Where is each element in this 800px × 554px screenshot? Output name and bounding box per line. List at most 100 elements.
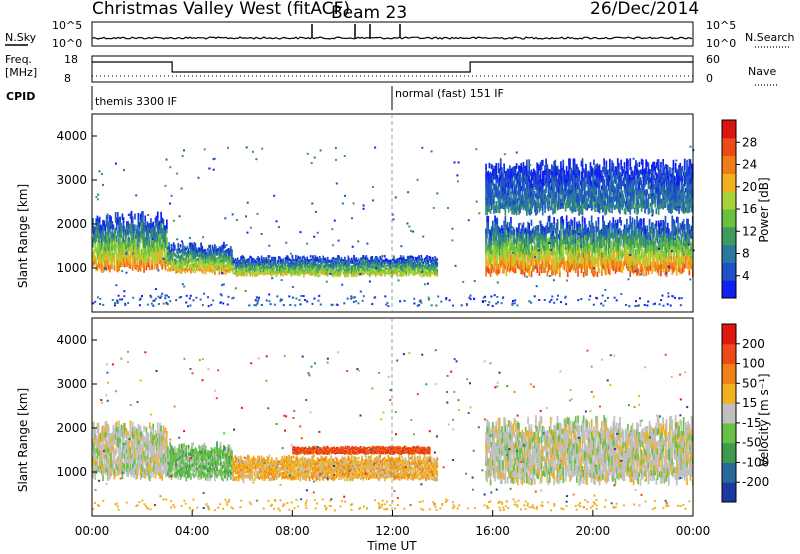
heatmap-cell	[417, 265, 419, 268]
heatmap-cell	[395, 273, 398, 276]
heatmap-cell	[485, 238, 487, 244]
heatmap-cell	[267, 258, 270, 262]
heatmap-cell	[683, 245, 686, 251]
heatmap-cell	[148, 255, 151, 261]
heatmap-cell	[269, 273, 272, 276]
heatmap-cell	[244, 261, 247, 264]
heatmap-cell	[320, 271, 322, 274]
heatmap-cell	[297, 269, 299, 273]
heatmap-cell	[193, 267, 196, 272]
heatmap-cell	[543, 240, 545, 246]
heatmap-cell	[688, 264, 691, 271]
heatmap-cell	[545, 255, 547, 260]
heatmap-cell	[133, 261, 135, 267]
heatmap-cell	[284, 269, 287, 272]
heatmap-cell	[253, 271, 256, 274]
heatmap-cell	[618, 266, 620, 272]
heatmap-cell	[326, 274, 329, 277]
heatmap-cell	[643, 229, 645, 236]
heatmap-cell	[339, 274, 342, 277]
heatmap-cell	[331, 270, 334, 273]
heatmap-cell	[627, 244, 629, 250]
heatmap-cell	[678, 245, 680, 251]
heatmap-cell	[241, 257, 244, 260]
heatmap-cell	[434, 258, 436, 261]
heatmap-cell	[397, 259, 400, 262]
heatmap-cell	[289, 258, 291, 262]
heatmap-cell	[586, 259, 588, 266]
heatmap-cell	[490, 240, 493, 246]
heatmap-cell	[303, 268, 305, 271]
heatmap-cell	[142, 211, 144, 218]
heatmap-cell	[641, 257, 644, 263]
heatmap-cell	[389, 264, 392, 267]
heatmap-cell	[355, 261, 358, 264]
heatmap-cell	[256, 261, 258, 264]
heatmap-cell	[486, 216, 488, 223]
heatmap-cell	[605, 244, 608, 251]
heatmap-cell	[341, 266, 344, 269]
heatmap-cell	[356, 262, 359, 265]
heatmap-cell	[284, 260, 287, 263]
heatmap-cell	[430, 264, 433, 267]
heatmap-cell	[140, 249, 143, 256]
heatmap-cell	[142, 250, 144, 257]
heatmap-cell	[192, 244, 194, 248]
heatmap-cell	[546, 254, 549, 261]
heatmap-cell	[243, 265, 246, 269]
heatmap-cell	[105, 264, 108, 271]
heatmap-cell	[487, 227, 490, 234]
heatmap-cell	[672, 250, 675, 257]
heatmap-cell	[164, 243, 167, 249]
heatmap-cell	[381, 259, 384, 262]
heatmap-cell	[530, 242, 533, 249]
heatmap-cell	[665, 237, 668, 243]
heatmap-cell	[304, 257, 306, 260]
heatmap-cell	[225, 264, 228, 268]
heatmap-cell	[555, 258, 558, 264]
heatmap-cell	[350, 261, 353, 264]
heatmap-cell	[577, 270, 579, 277]
heatmap-cell	[96, 226, 99, 233]
heatmap-cell	[498, 236, 501, 242]
heatmap-cell	[353, 272, 355, 275]
heatmap-cell	[349, 267, 352, 270]
heatmap-cell	[360, 262, 362, 265]
heatmap-cell	[257, 263, 259, 266]
heatmap-cell	[269, 272, 272, 275]
heatmap-cell	[681, 247, 684, 253]
heatmap-cell	[632, 264, 635, 270]
heatmap-cell	[576, 251, 578, 258]
heatmap-cell	[318, 260, 321, 263]
heatmap-cell	[177, 245, 180, 250]
heatmap-cell	[202, 270, 205, 275]
heatmap-cell	[265, 257, 267, 260]
heatmap-cell	[528, 254, 530, 261]
heatmap-cell	[145, 240, 148, 246]
heatmap-cell	[689, 249, 692, 254]
heatmap-cell	[272, 270, 274, 273]
heatmap-cell	[572, 261, 575, 267]
heatmap-cell	[191, 245, 193, 249]
heatmap-cell	[599, 261, 602, 267]
heatmap-cell	[142, 255, 144, 263]
heatmap-cell	[611, 248, 613, 254]
heatmap-cell	[496, 223, 499, 230]
heatmap-cell	[94, 231, 96, 236]
heatmap-cell	[155, 215, 158, 222]
heatmap-cell	[352, 273, 354, 276]
heatmap-cell	[361, 269, 363, 272]
heatmap-cell	[274, 270, 277, 273]
heatmap-cell	[263, 266, 265, 269]
heatmap-cell	[584, 217, 586, 224]
heatmap-cell	[590, 244, 593, 251]
heatmap-cell	[105, 253, 108, 260]
heatmap-cell	[328, 265, 330, 268]
heatmap-cell	[159, 229, 161, 234]
heatmap-cell	[545, 158, 547, 164]
heatmap-cell	[192, 249, 194, 254]
heatmap-cell	[218, 268, 221, 272]
heatmap-cell	[185, 252, 188, 255]
heatmap-cell	[133, 253, 135, 258]
heatmap-cell	[413, 273, 416, 276]
